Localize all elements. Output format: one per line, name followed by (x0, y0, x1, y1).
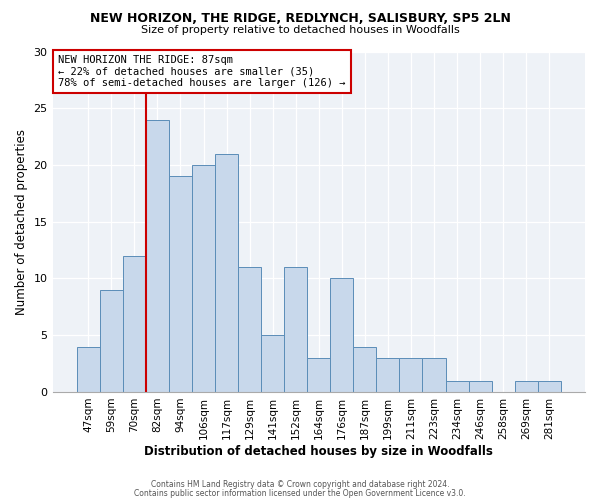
Bar (261, 335, 284, 392)
Bar (215, 154, 238, 392)
Bar (238, 267, 261, 392)
Bar (146, 120, 169, 392)
Text: Contains HM Land Registry data © Crown copyright and database right 2024.: Contains HM Land Registry data © Crown c… (151, 480, 449, 489)
Text: Size of property relative to detached houses in Woodfalls: Size of property relative to detached ho… (140, 25, 460, 35)
Bar (284, 267, 307, 392)
Bar (77, 346, 100, 392)
Bar (330, 278, 353, 392)
Bar (169, 176, 192, 392)
Bar (192, 165, 215, 392)
Text: NEW HORIZON THE RIDGE: 87sqm
← 22% of detached houses are smaller (35)
78% of se: NEW HORIZON THE RIDGE: 87sqm ← 22% of de… (58, 55, 346, 88)
Bar (515, 380, 538, 392)
Bar (376, 358, 400, 392)
Bar (123, 256, 146, 392)
Text: Contains public sector information licensed under the Open Government Licence v3: Contains public sector information licen… (134, 488, 466, 498)
X-axis label: Distribution of detached houses by size in Woodfalls: Distribution of detached houses by size … (145, 444, 493, 458)
Bar (422, 358, 446, 392)
Text: NEW HORIZON, THE RIDGE, REDLYNCH, SALISBURY, SP5 2LN: NEW HORIZON, THE RIDGE, REDLYNCH, SALISB… (89, 12, 511, 26)
Y-axis label: Number of detached properties: Number of detached properties (15, 128, 28, 314)
Bar (400, 358, 422, 392)
Bar (100, 290, 123, 392)
Bar (307, 358, 330, 392)
Bar (469, 380, 491, 392)
Bar (353, 346, 376, 392)
Bar (446, 380, 469, 392)
Bar (538, 380, 561, 392)
